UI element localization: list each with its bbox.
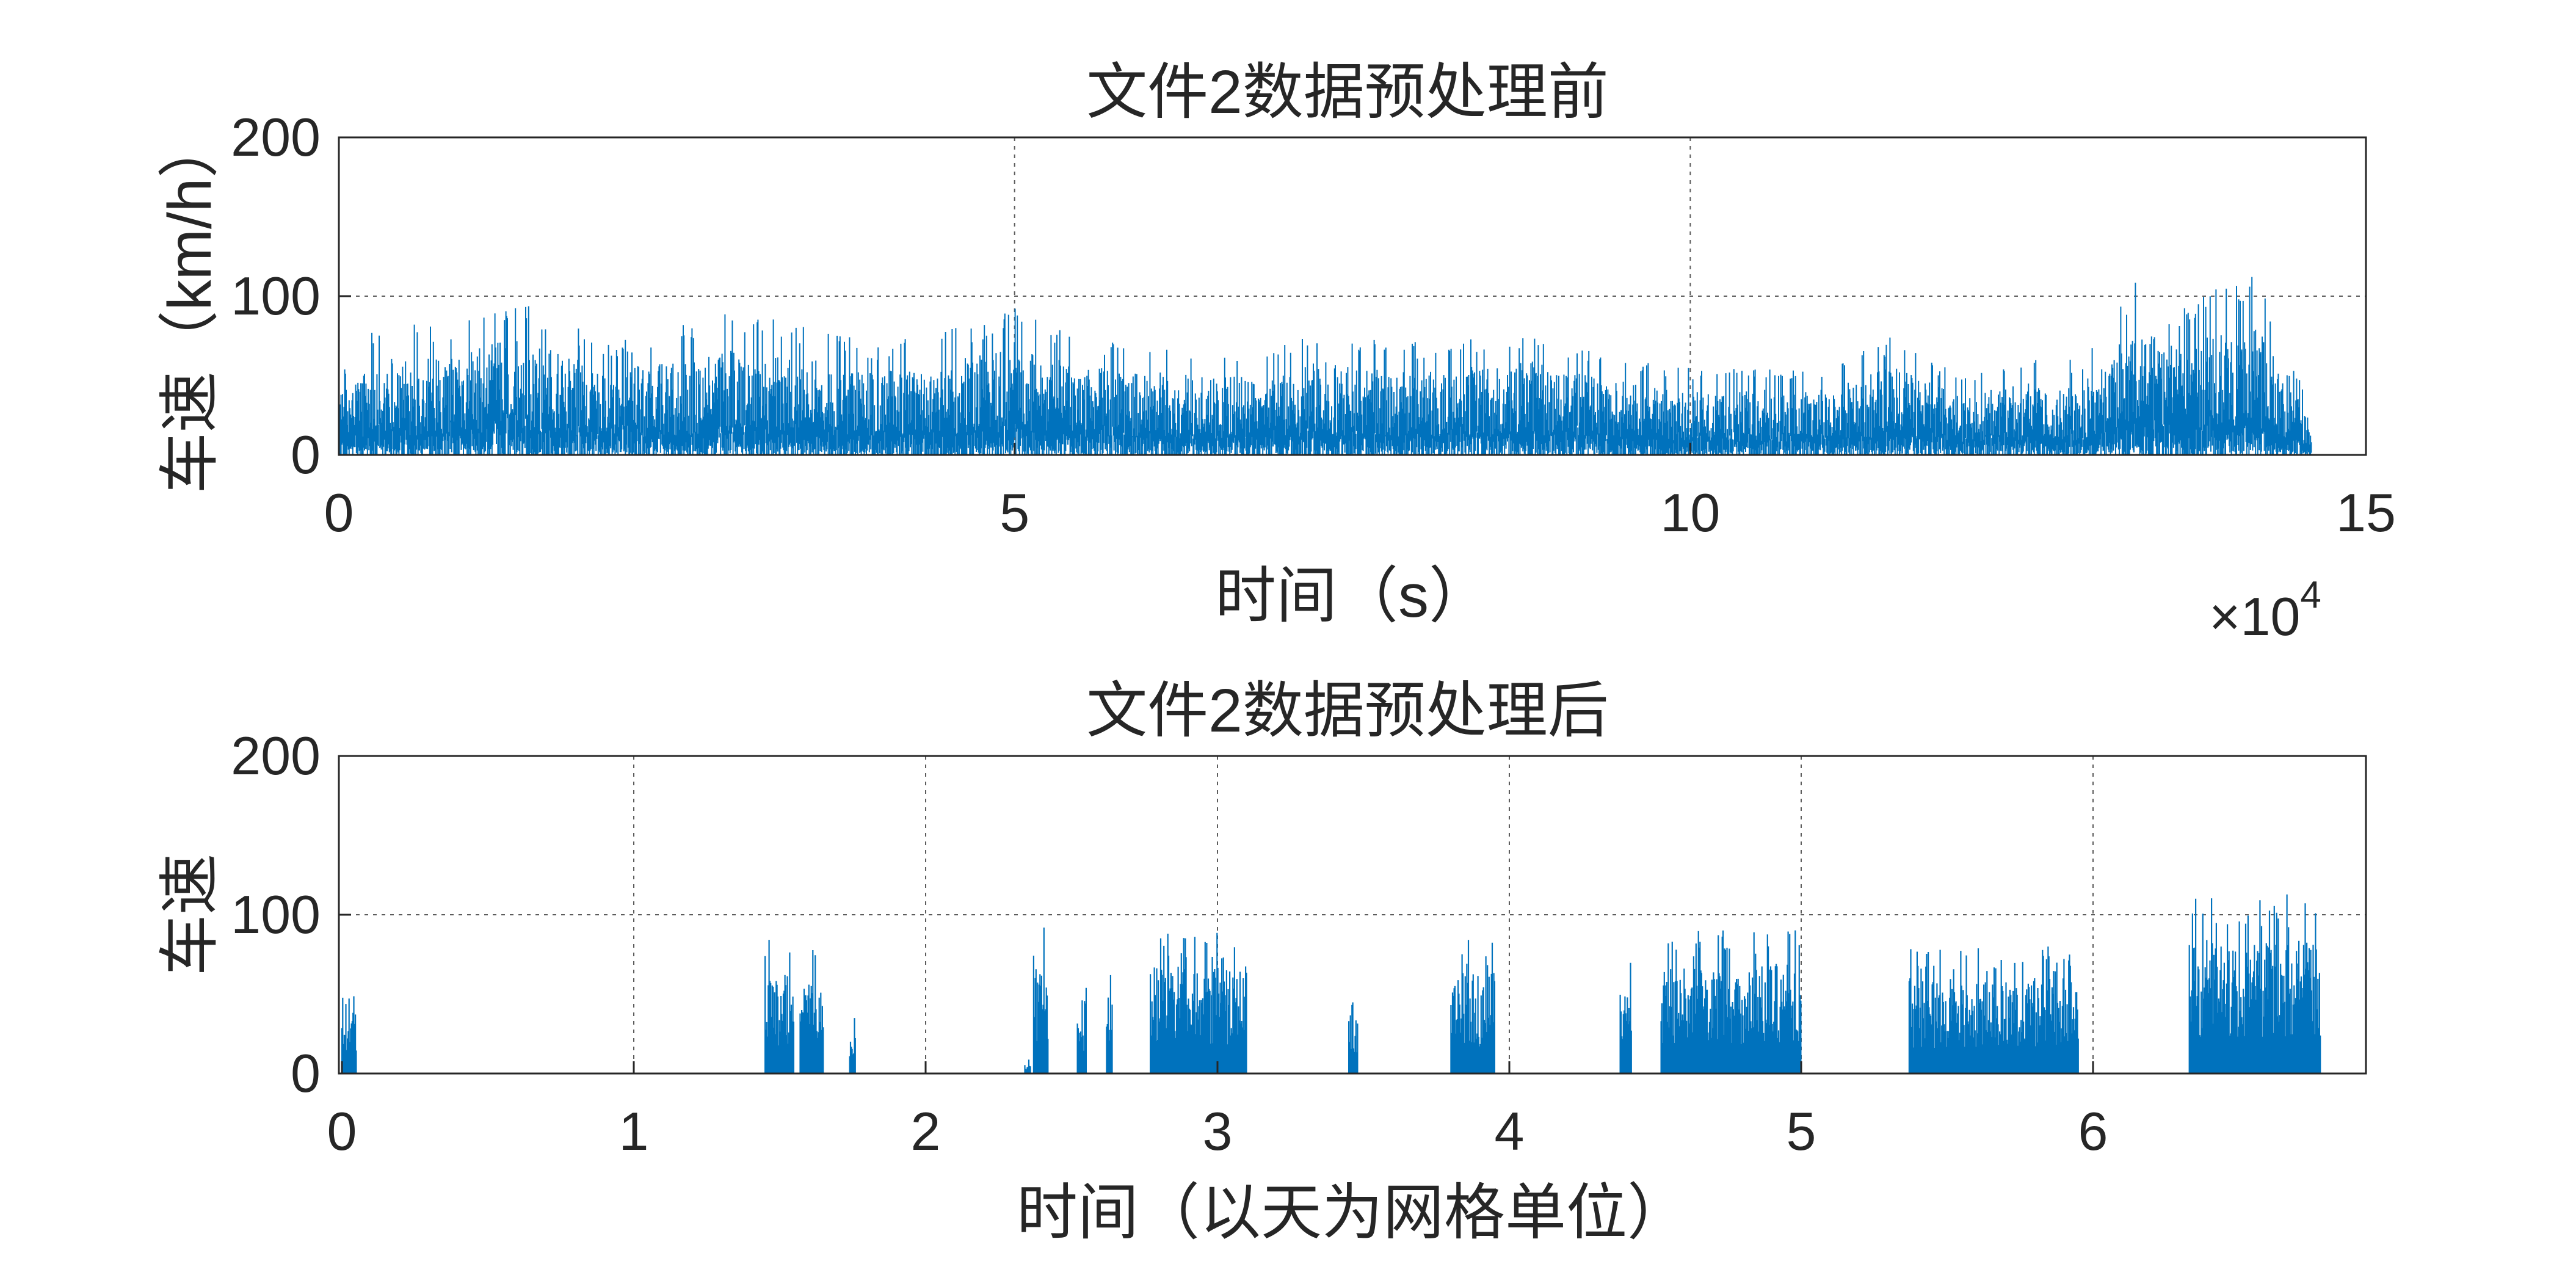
bottom-series-burst [1619,962,1632,1073]
bottom-x-axis-label: 时间（以天为网格单位） [1017,1179,1688,1247]
top-x-exponent-power: 4 [2300,574,2321,616]
top-chart-title: 文件2数据预处理前 [1086,58,1609,126]
bottom-x-tick-label: 3 [1203,1101,1233,1161]
bottom-x-tick-label: 0 [327,1101,357,1161]
bottom-series-burst [1150,932,1247,1073]
bottom-y-axis-label: 车速 [156,854,224,976]
top-x-tick-label: 10 [1660,482,1720,543]
bottom-y-tick-label: 100 [231,884,321,945]
bottom-series-burst [1348,1002,1359,1073]
bottom-y-ticks: 0 100 200 [231,725,351,1103]
bottom-chart: 文件2数据预处理后 0 1 2 3 4 5 6 0 100 200 时间（以天为网格单位） 车速 [156,677,2367,1247]
top-x-tick-label: 15 [2336,482,2396,543]
top-y-axis-label: 车速（km/h） [156,117,224,494]
bottom-series-burst [1660,930,1802,1073]
bottom-y-tick-label: 200 [231,725,321,786]
bottom-x-tick-label: 2 [911,1101,941,1161]
top-y-tick-label: 0 [291,424,321,485]
bottom-series-burst [2188,894,2321,1073]
top-x-tick-label: 5 [1000,482,1029,543]
bottom-series-burst [341,996,357,1073]
top-x-exponent: ×104 [2209,574,2321,647]
bottom-series-burst [764,940,794,1073]
bottom-x-tick-label: 5 [1787,1101,1816,1161]
bottom-series-burst [1024,1059,1031,1073]
bottom-chart-title: 文件2数据预处理后 [1086,677,1609,745]
bottom-series-burst [1032,928,1049,1073]
bottom-x-tick-label: 4 [1495,1101,1525,1161]
bottom-series-burst [1106,975,1113,1073]
top-grid [339,137,2366,455]
top-x-exponent-base: ×10 [2209,586,2300,647]
top-y-tick-label: 200 [231,107,321,167]
bottom-series-burst [1076,987,1087,1073]
bottom-y-tick-label: 0 [291,1043,321,1103]
bottom-series-burst [1450,940,1495,1073]
top-x-tick-label: 0 [324,482,354,543]
bottom-series [341,894,2321,1073]
top-y-ticks: 0 100 200 [231,107,351,485]
bottom-series-burst [849,1018,856,1073]
bottom-x-tick-label: 1 [619,1101,649,1161]
bottom-series-burst [799,950,824,1073]
bottom-series-burst [1908,946,2079,1073]
bottom-x-ticks: 0 1 2 3 4 5 6 [327,1061,2108,1161]
bottom-x-tick-label: 6 [2078,1101,2108,1161]
top-x-axis-label: 时间（s） [1215,562,1490,630]
top-x-ticks: 0 5 10 15 [324,443,2396,543]
top-y-tick-label: 100 [231,266,321,326]
bottom-grid [339,756,2366,1073]
